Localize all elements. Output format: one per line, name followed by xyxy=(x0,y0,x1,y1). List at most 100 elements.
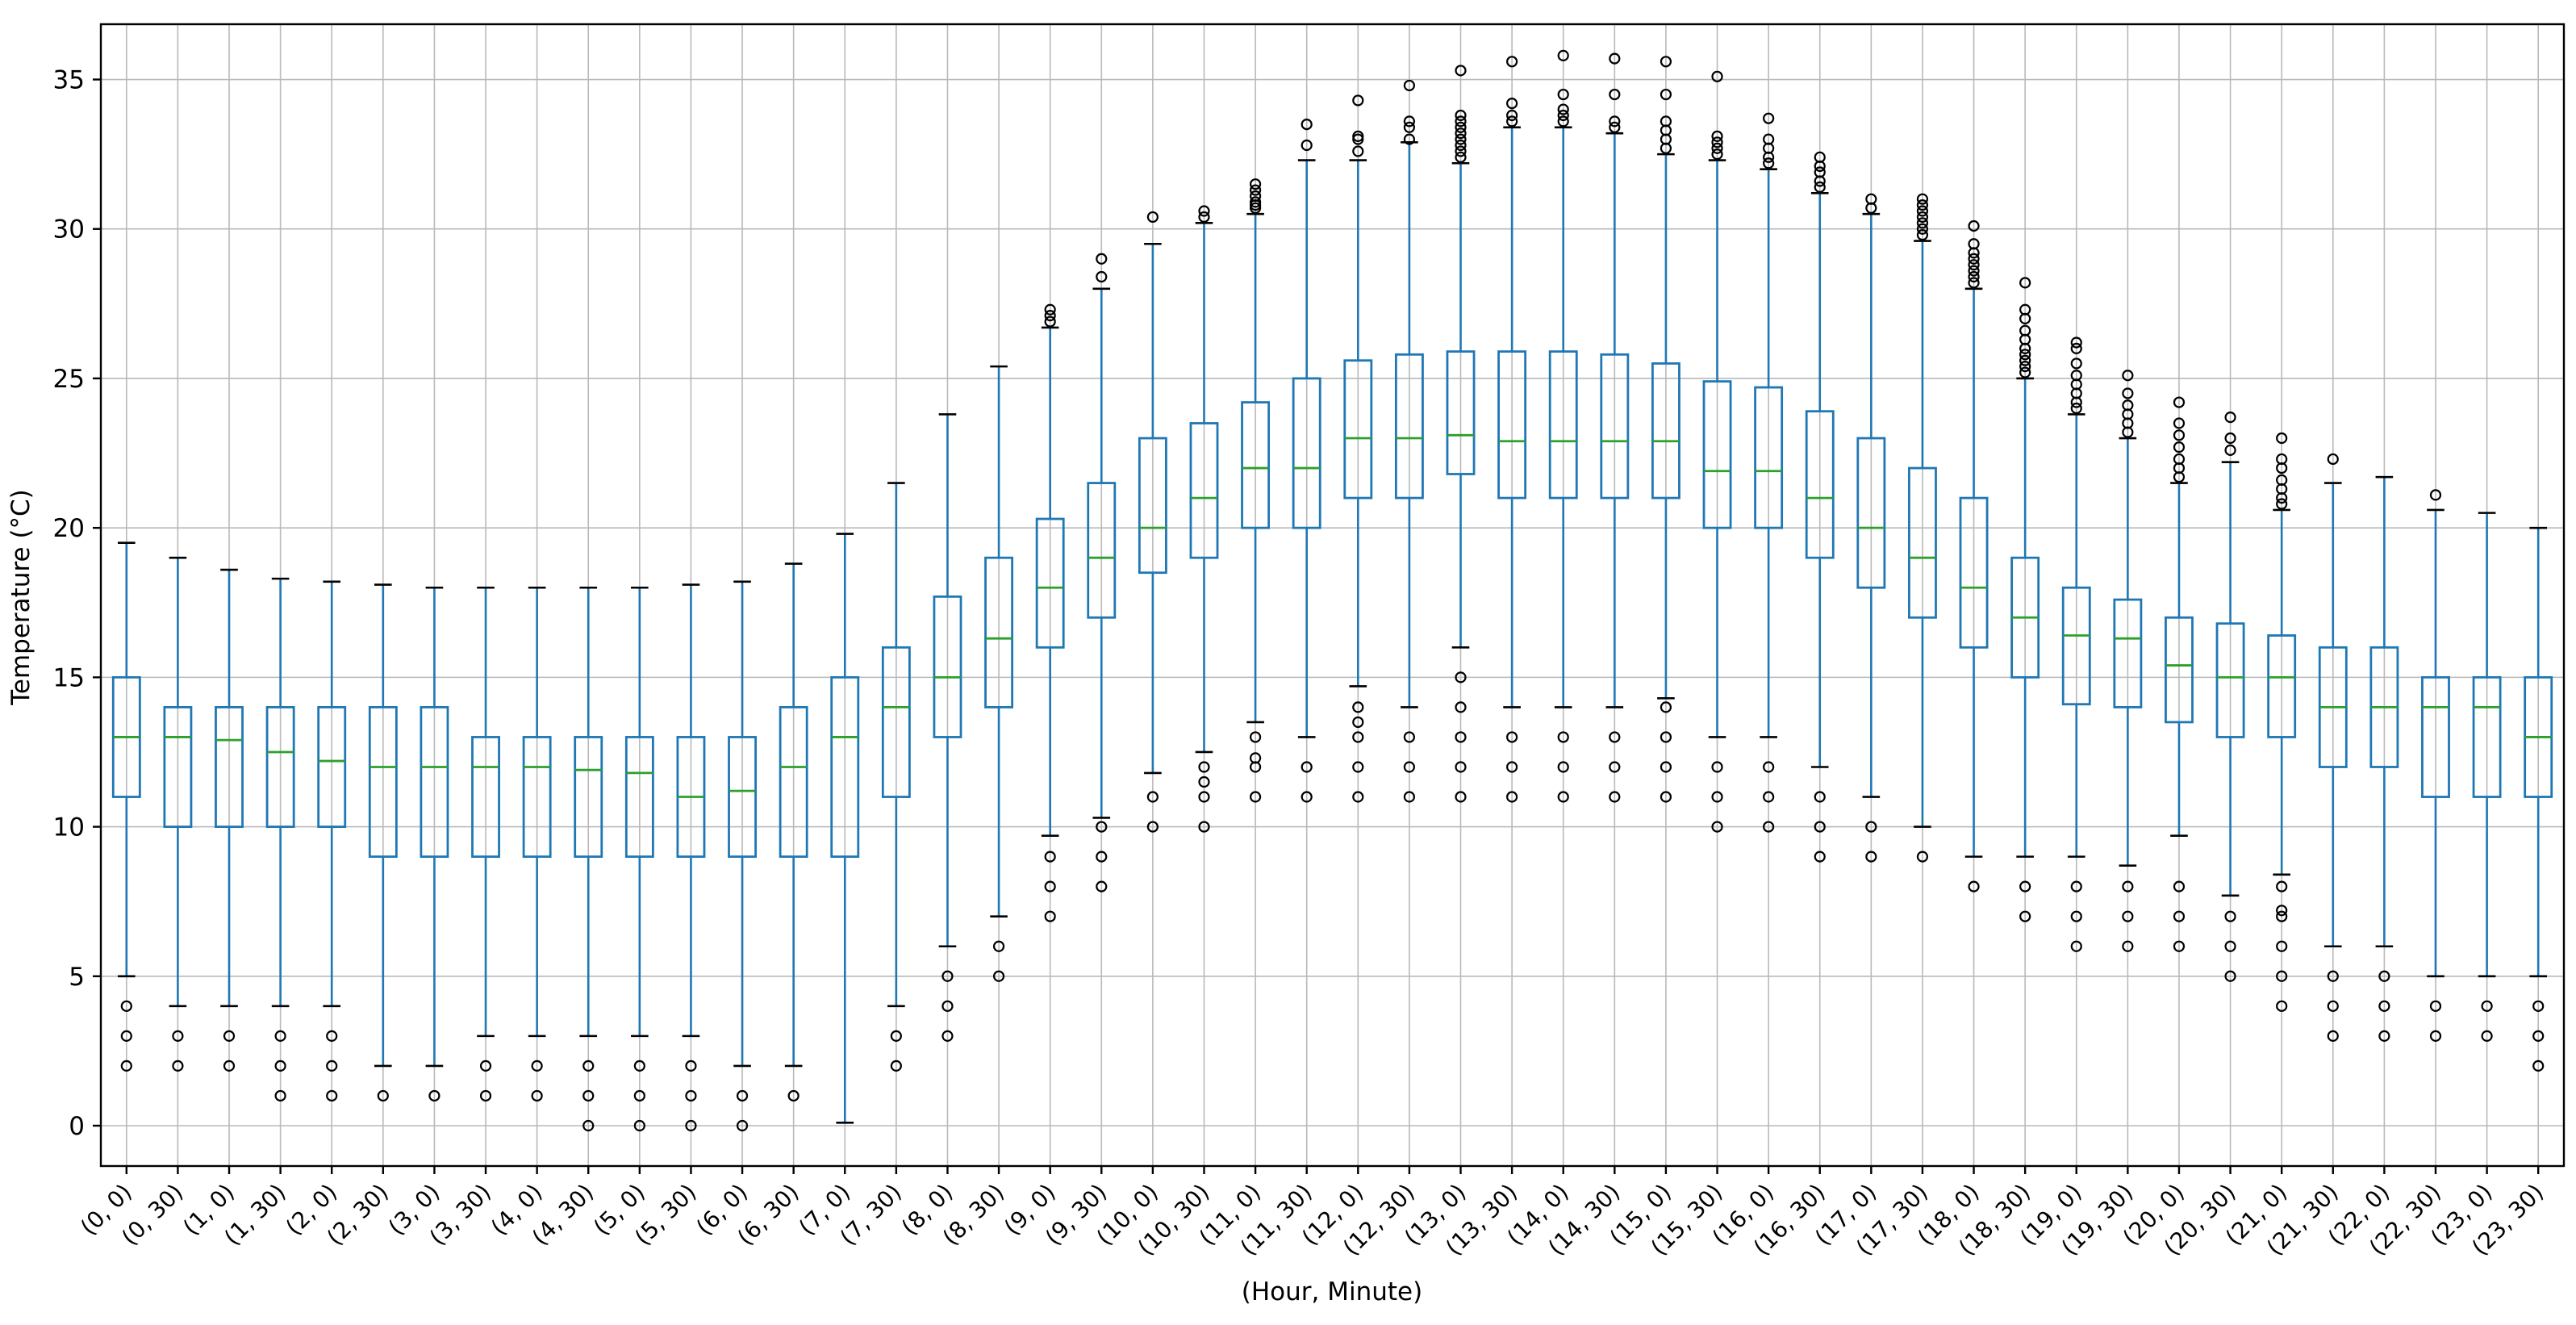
outlier-point xyxy=(1506,761,1518,773)
outlier-point xyxy=(1557,791,1569,803)
outlier-point xyxy=(1455,115,1467,127)
outlier-point xyxy=(2327,1000,2339,1012)
outlier-point xyxy=(1455,133,1467,145)
outlier-point xyxy=(1916,229,1929,241)
outlier-point xyxy=(1814,151,1826,163)
outlier-point xyxy=(2276,474,2288,486)
outlier-point xyxy=(2276,940,2288,952)
outlier-point xyxy=(1455,731,1467,743)
outlier-point xyxy=(685,1119,697,1132)
outlier-point xyxy=(1403,79,1416,92)
outlier-point xyxy=(2224,412,2236,424)
outlier-point xyxy=(1763,157,1775,169)
outlier-point xyxy=(1198,821,1210,833)
outlier-point xyxy=(2429,1000,2442,1012)
outlier-point xyxy=(1301,118,1313,131)
outlier-point xyxy=(1096,880,1108,892)
outlier-point xyxy=(2224,444,2236,456)
outlier-point xyxy=(172,1060,184,1072)
outlier-point xyxy=(1609,121,1621,133)
outlier-point xyxy=(1916,193,1929,205)
box-iqr xyxy=(574,736,603,859)
outlier-point xyxy=(2070,336,2082,349)
y-tick-label: 10 xyxy=(53,813,85,842)
outlier-point xyxy=(736,1119,749,1132)
outlier-point xyxy=(223,1030,236,1042)
outlier-point xyxy=(531,1089,543,1102)
outlier-point xyxy=(1660,701,1672,713)
box-iqr xyxy=(2215,622,2245,738)
outlier-point xyxy=(2019,349,2031,361)
outlier-point xyxy=(1198,791,1210,803)
box-iqr xyxy=(830,675,860,859)
outlier-point xyxy=(1506,109,1518,122)
y-tick-label: 25 xyxy=(53,365,85,394)
outlier-point xyxy=(274,1060,286,1072)
outlier-point xyxy=(633,1089,645,1102)
outlier-point xyxy=(1301,761,1313,773)
outlier-point xyxy=(1506,98,1518,110)
outlier-point xyxy=(1044,880,1056,892)
x-axis-label: (Hour, Minute) xyxy=(1241,1277,1423,1306)
outlier-point xyxy=(1403,731,1416,743)
box-iqr xyxy=(779,706,808,859)
outlier-point xyxy=(274,1030,286,1042)
outlier-point xyxy=(1609,52,1621,65)
outlier-point xyxy=(2378,970,2390,982)
outlier-point xyxy=(1557,115,1569,127)
y-tick-label: 0 xyxy=(69,1112,85,1141)
outlier-point xyxy=(582,1060,595,1072)
outlier-point xyxy=(1916,851,1929,863)
outlier-point xyxy=(1044,316,1056,328)
outlier-point xyxy=(223,1060,236,1072)
outlier-point xyxy=(2276,880,2288,892)
outlier-point xyxy=(2224,970,2236,982)
outlier-point xyxy=(1506,731,1518,743)
y-axis-label: Temperature (°C) xyxy=(6,489,35,705)
outlier-point xyxy=(1660,761,1672,773)
outlier-point xyxy=(890,1030,902,1042)
outlier-point xyxy=(1711,130,1723,143)
outlier-point xyxy=(1249,731,1262,743)
outlier-point xyxy=(120,1030,132,1042)
outlier-point xyxy=(2070,910,2082,922)
outlier-point xyxy=(326,1030,338,1042)
outlier-point xyxy=(2173,396,2186,408)
outlier-point xyxy=(1609,731,1621,743)
box-iqr xyxy=(1600,353,1630,499)
box-iqr xyxy=(163,706,193,828)
outlier-point xyxy=(2173,880,2186,892)
box-iqr xyxy=(2113,598,2143,708)
outlier-point xyxy=(2378,1000,2390,1012)
box-iqr xyxy=(1702,380,1732,529)
outlier-point xyxy=(2019,277,2031,289)
outlier-point xyxy=(1506,56,1518,68)
outlier-point xyxy=(685,1060,697,1072)
outlier-point xyxy=(1198,775,1210,788)
outlier-point xyxy=(2224,432,2236,445)
box-iqr xyxy=(317,706,347,828)
outlier-point xyxy=(941,970,954,982)
box-iqr xyxy=(1548,350,1578,499)
outlier-point xyxy=(1660,56,1672,68)
outlier-point xyxy=(1403,133,1416,145)
outlier-point xyxy=(1557,49,1569,61)
outlier-point xyxy=(1455,701,1467,713)
outlier-point xyxy=(1352,145,1364,157)
outlier-point xyxy=(1916,217,1929,229)
outlier-point xyxy=(2429,1030,2442,1042)
outlier-point xyxy=(1763,761,1775,773)
box-iqr xyxy=(1805,410,1835,559)
outlier-point xyxy=(1865,821,1877,833)
outlier-point xyxy=(2019,366,2031,378)
outlier-point xyxy=(1403,791,1416,803)
box-iqr xyxy=(624,736,654,859)
outlier-point xyxy=(1968,270,1980,283)
outlier-point xyxy=(2276,910,2288,922)
y-tick-label: 5 xyxy=(69,963,85,992)
outlier-point xyxy=(1455,145,1467,157)
outlier-point xyxy=(1352,701,1364,713)
box-iqr xyxy=(2267,634,2297,738)
